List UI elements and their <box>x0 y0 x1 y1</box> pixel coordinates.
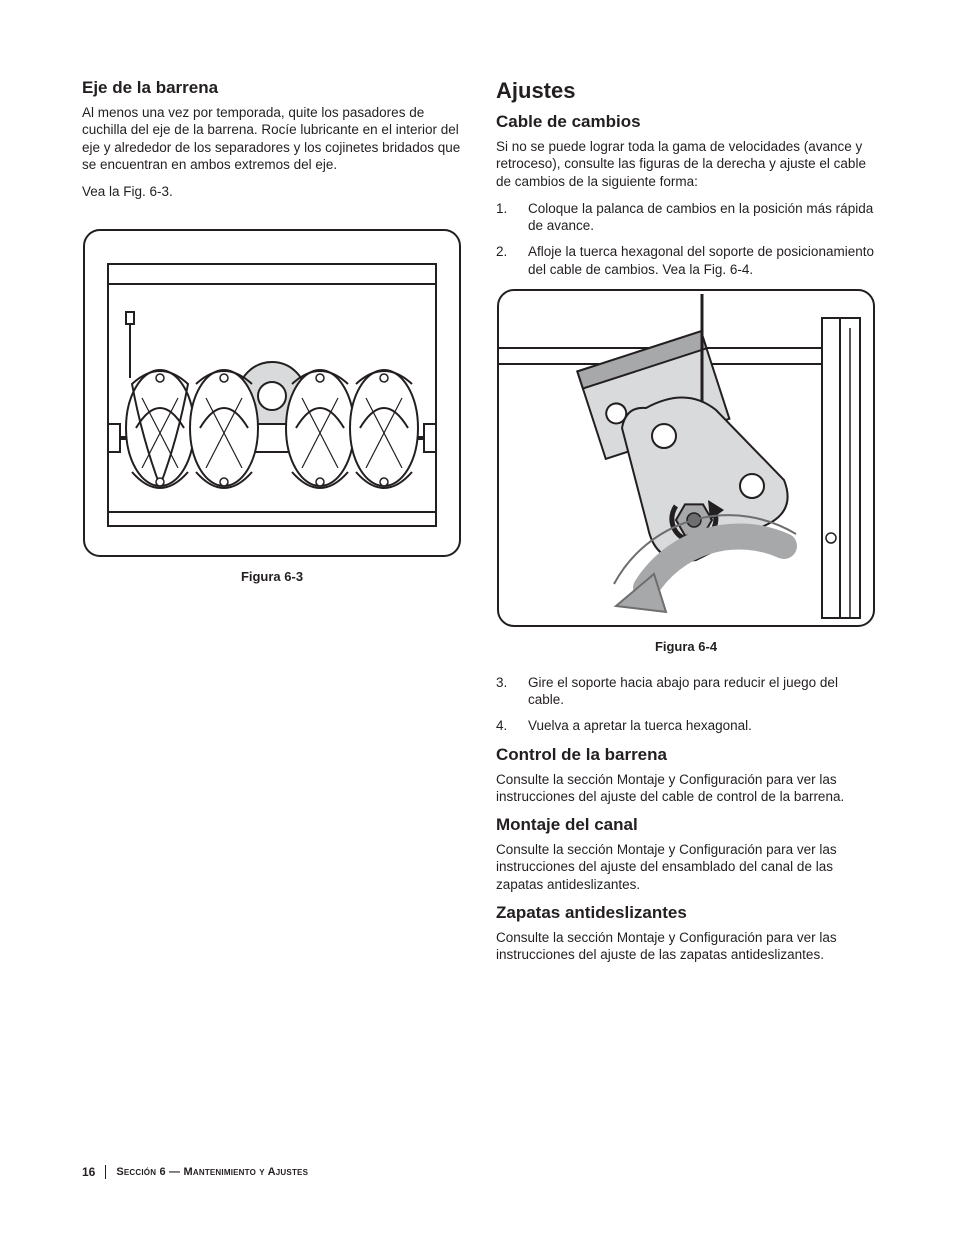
right-column: Ajustes Cable de cambios Si no se puede … <box>496 78 876 974</box>
paragraph: Consulte la sección Montaje y Configurac… <box>496 771 876 806</box>
footer-section-label: Sección 6 — Mantenimiento y Ajustes <box>116 1166 308 1178</box>
figure-caption: Figura 6-4 <box>496 639 876 654</box>
page-footer: 16 Sección 6 — Mantenimiento y Ajustes <box>82 1165 308 1179</box>
left-column: Eje de la barrena Al menos una vez por t… <box>82 78 462 974</box>
step-item: Coloque la palanca de cambios en la posi… <box>496 200 876 235</box>
step-text: Coloque la palanca de cambios en la posi… <box>528 200 876 235</box>
ordered-steps-a: Coloque la palanca de cambios en la posi… <box>496 200 876 278</box>
paragraph: Si no se puede lograr toda la gama de ve… <box>496 138 876 190</box>
page-number: 16 <box>82 1165 95 1179</box>
ordered-steps-b: Gire el soporte hacia abajo para reducir… <box>496 674 876 735</box>
figure-6-3: Figura 6-3 <box>82 228 462 584</box>
paragraph: Al menos una vez por temporada, quite lo… <box>82 104 462 173</box>
shift-cable-diagram-icon <box>496 288 876 628</box>
two-column-layout: Eje de la barrena Al menos una vez por t… <box>82 78 876 974</box>
heading-ajustes: Ajustes <box>496 78 876 104</box>
footer-divider <box>105 1165 106 1179</box>
step-item: Afloje la tuerca hexagonal del soporte d… <box>496 243 876 278</box>
paragraph: Consulte la sección Montaje y Configurac… <box>496 929 876 964</box>
heading-eje-barrena: Eje de la barrena <box>82 78 462 98</box>
heading-zapatas: Zapatas antideslizantes <box>496 903 876 923</box>
figure-6-4: Figura 6-4 <box>496 288 876 654</box>
step-item: Gire el soporte hacia abajo para reducir… <box>496 674 876 709</box>
step-text: Afloje la tuerca hexagonal del soporte d… <box>528 243 876 278</box>
heading-montaje-canal: Montaje del canal <box>496 815 876 835</box>
figure-caption: Figura 6-3 <box>82 569 462 584</box>
manual-page: Eje de la barrena Al menos una vez por t… <box>0 0 954 1235</box>
step-text: Vuelva a apretar la tuerca hexagonal. <box>528 717 752 734</box>
paragraph: Consulte la sección Montaje y Configurac… <box>496 841 876 893</box>
step-item: Vuelva a apretar la tuerca hexagonal. <box>496 717 876 734</box>
heading-cable-cambios: Cable de cambios <box>496 112 876 132</box>
heading-control-barrena: Control de la barrena <box>496 745 876 765</box>
step-text: Gire el soporte hacia abajo para reducir… <box>528 674 876 709</box>
auger-diagram-icon <box>82 228 462 558</box>
paragraph-see-fig: Vea la Fig. 6-3. <box>82 183 462 200</box>
